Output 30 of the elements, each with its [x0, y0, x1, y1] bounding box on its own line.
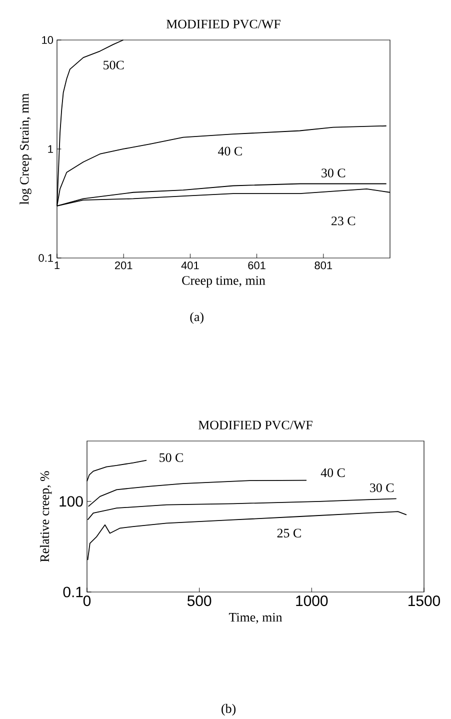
- annotation: 40 C: [320, 468, 345, 478]
- x-tick-label: 801: [314, 262, 332, 270]
- x-axis-title: Time, min: [228, 612, 282, 624]
- x-tick-label: 500: [187, 596, 212, 606]
- chart-title: MODIFIED PVC/WF: [166, 20, 280, 28]
- x-axis-title: Creep time, min: [182, 276, 266, 288]
- annotation: 50C: [104, 60, 124, 70]
- x-tick-label: 601: [248, 262, 266, 270]
- y-axis-title: log Creep Strain, mm: [20, 93, 32, 204]
- x-tick-label: 201: [115, 262, 132, 270]
- y-tick-label: 1: [48, 145, 53, 153]
- annotation: 30 C: [370, 483, 394, 492]
- annotation: 25 C: [277, 528, 301, 538]
- x-tick-label: 401: [181, 262, 199, 270]
- x-tick-label: 0: [83, 596, 91, 606]
- y-tick-label: 0.1: [38, 254, 53, 262]
- text: (a): [190, 312, 204, 324]
- y-axis-title: Relative creep, %: [40, 471, 52, 562]
- annotation: 40 C: [218, 146, 242, 156]
- annotation: 23 C: [332, 216, 356, 226]
- x-tick-label: 1000: [296, 596, 328, 606]
- x-tick-label: 1500: [408, 596, 440, 606]
- chart-title: MODIFIED PVC/WF: [198, 420, 312, 430]
- y-tick-label: 10: [42, 36, 54, 44]
- y-tick-label: 100: [60, 496, 83, 507]
- y-tick-label: 0.1: [63, 586, 83, 598]
- text: (b): [222, 704, 236, 716]
- annotation: 30 C: [322, 168, 346, 178]
- annotation: 50 C: [160, 453, 183, 462]
- x-tick-label: 1: [54, 262, 60, 270]
